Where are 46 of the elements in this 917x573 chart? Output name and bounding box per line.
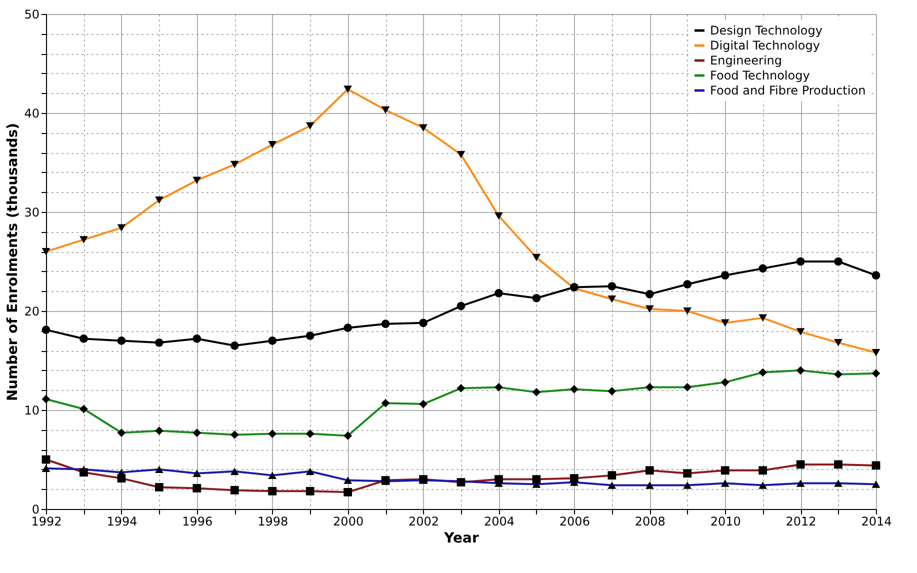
x-tick-label: 2014 [861,514,892,528]
point [834,257,842,266]
point [532,294,541,302]
y-tick-label: 30 [24,206,40,220]
point [645,290,654,298]
point [796,257,805,266]
legend-label: Engineering [710,54,782,68]
point [117,336,126,345]
x-tick-label: 1998 [258,514,288,528]
point [456,302,466,310]
y-tick-label: 50 [24,8,40,22]
point [419,318,428,328]
x-tick-label: 1994 [106,514,138,528]
y-tick-label: 20 [24,304,40,318]
x-tick-label: 2000 [333,514,364,528]
point [230,341,239,350]
point [494,289,503,298]
point [192,334,202,343]
x-tick-label: 2012 [786,514,816,528]
x-tick-label: 1996 [182,514,213,528]
legend-label: Food Technology [710,68,810,82]
point [381,320,390,328]
x-tick-label: 2008 [634,514,666,528]
point [306,332,314,340]
point [758,264,767,273]
y-tick-label: 40 [24,106,40,120]
y-tick-label: 0 [32,502,40,516]
x-tick-label: 2010 [710,514,741,528]
y-axis-title: Number of Enrolments (thousands) [5,122,22,402]
x-tick-label: 2006 [559,514,590,528]
point [80,334,88,343]
x-tick-label: 1992 [31,514,62,528]
legend-label: Design Technology [710,24,822,38]
point [683,280,692,288]
point [872,271,880,280]
legend-label: Food and Fibre Production [710,84,866,98]
point [344,324,352,332]
x-tick-label: 2004 [484,514,514,528]
y-tick-label: 10 [24,404,40,418]
point [155,338,164,347]
x-axis-title: Year [443,530,479,546]
legend-label: Digital Technology [710,38,820,52]
point [268,336,277,345]
x-tick-label: 2002 [408,514,440,528]
point [720,271,730,280]
point [608,282,616,290]
